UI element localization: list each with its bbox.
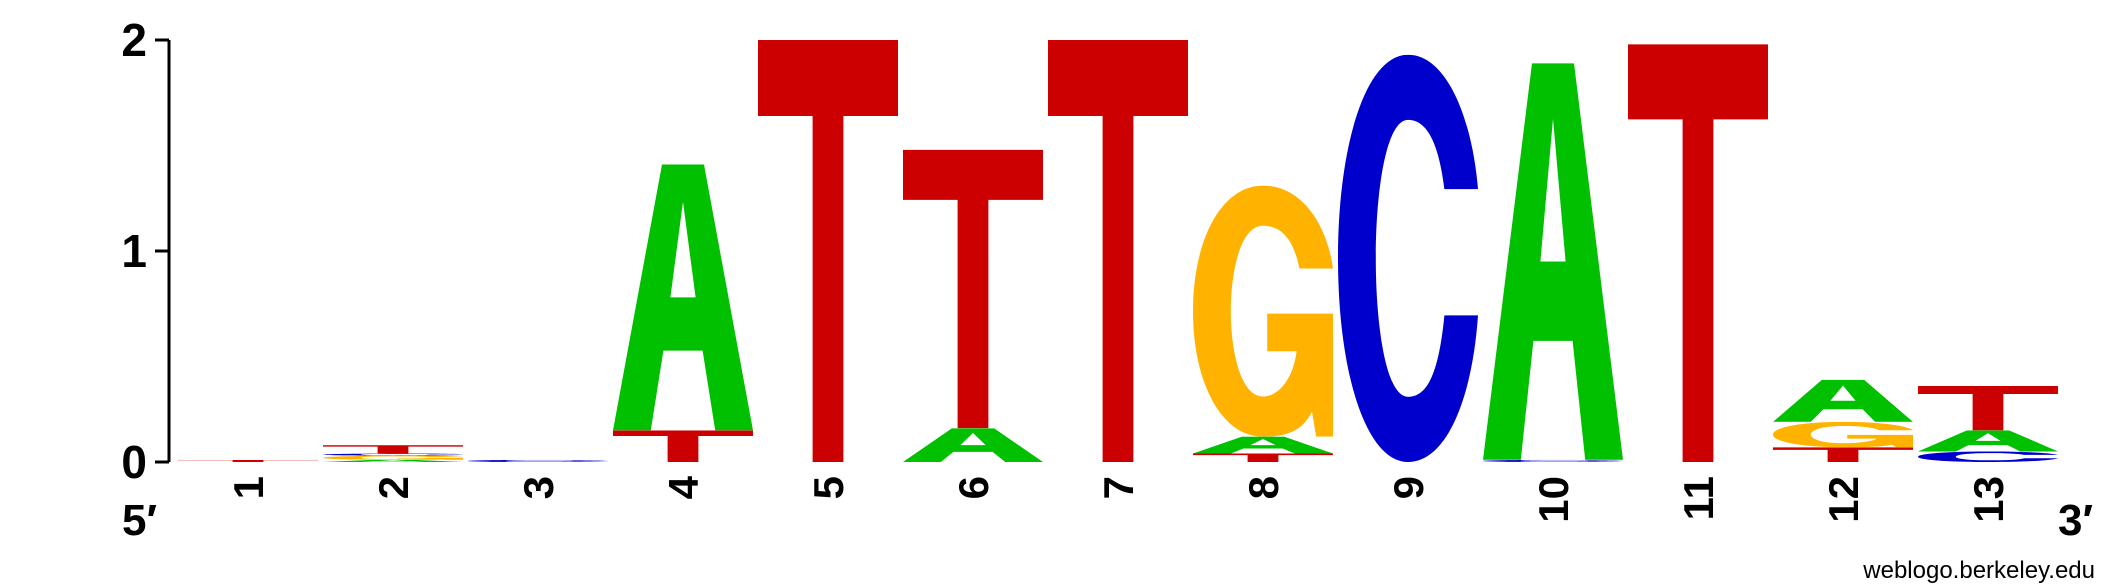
x-tick-label: 11 <box>1675 476 1722 520</box>
logo-letter-t <box>1048 40 1188 462</box>
logo-letter-a <box>1193 436 1333 454</box>
logo-letter-g <box>323 455 463 460</box>
logo-letter-a <box>1918 430 2058 452</box>
logo-letter-t <box>1918 386 2058 431</box>
logo-letter-t <box>758 40 898 462</box>
logo-letter-g <box>1193 185 1333 437</box>
y-tick-label: 1 <box>121 225 147 277</box>
logo-letter-t <box>323 445 463 454</box>
x-tick-label: 2 <box>370 476 417 499</box>
logo-letter-t <box>903 149 1043 429</box>
three-prime-label: 3′ <box>2058 496 2093 545</box>
logo-letter-a <box>903 428 1043 462</box>
logo-letter-t <box>1628 44 1768 462</box>
logo-letter-t <box>178 459 318 462</box>
logo-letter-a <box>1773 379 1913 422</box>
y-tick-label: 2 <box>121 14 147 66</box>
x-tick-label: 3 <box>515 476 562 499</box>
logo-letter-a <box>323 459 463 462</box>
logo-letter-c <box>1338 54 1478 463</box>
x-tick-label: 1 <box>225 476 272 499</box>
x-tick-label: 12 <box>1820 476 1867 523</box>
logo-letter-t <box>613 430 753 462</box>
logo-letter-c <box>323 453 463 456</box>
logo-letter-c <box>468 459 608 462</box>
logo-letter-c <box>1483 459 1623 462</box>
five-prime-label: 5′ <box>122 496 157 545</box>
footer-credit: weblogo.berkeley.edu <box>1862 557 2095 584</box>
logo-letter-t <box>1773 447 1913 462</box>
x-tick-label: 4 <box>660 475 707 499</box>
x-tick-label: 6 <box>950 476 997 499</box>
x-axis-tick-labels: 1 2 3 4 5 6 7 8 9 10 11 12 13 <box>225 475 2012 522</box>
logo-letter-g <box>1773 421 1913 448</box>
y-tick-label: 0 <box>121 436 147 488</box>
x-tick-label: 7 <box>1095 476 1142 499</box>
x-tick-label: 13 <box>1965 476 2012 523</box>
logo-letter-a <box>1483 63 1623 460</box>
logo-letter-c <box>1918 451 2058 462</box>
x-tick-label: 8 <box>1240 476 1287 499</box>
logo-letter-t <box>1193 453 1333 462</box>
x-tick-label: 10 <box>1530 476 1577 523</box>
y-axis-ticks: 0 1 2 <box>121 14 169 488</box>
x-tick-label: 9 <box>1385 476 1432 499</box>
logo-stacks <box>178 40 2058 463</box>
x-tick-label: 5 <box>805 476 852 499</box>
logo-letter-a <box>613 164 753 431</box>
